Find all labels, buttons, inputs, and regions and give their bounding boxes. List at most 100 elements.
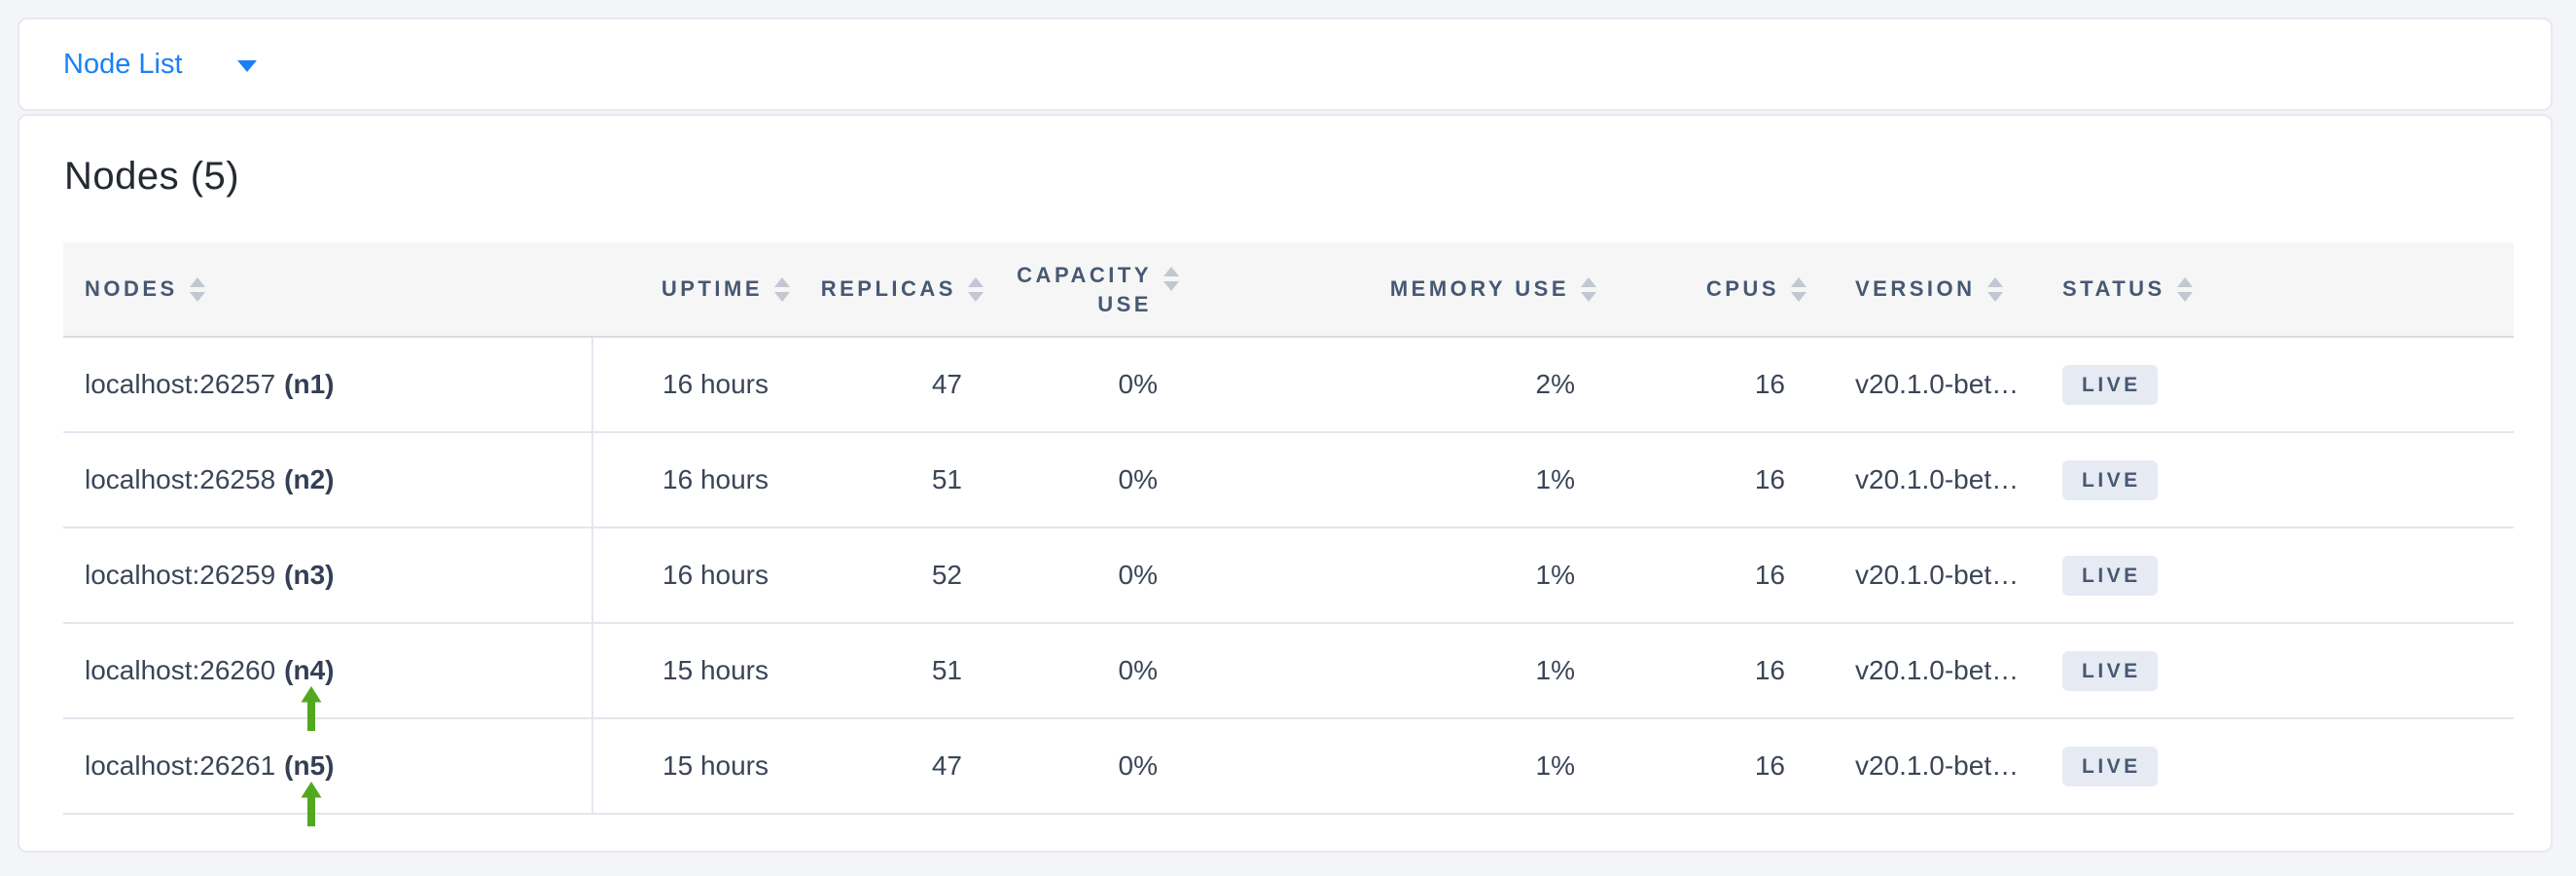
status-badge: LIVE (2062, 459, 2158, 500)
cell-uptime: 16 hours (662, 464, 769, 494)
node-list-dropdown-label: Node List (63, 48, 183, 80)
column-header-label: REPLICAS (820, 276, 956, 301)
status-badge: LIVE (2062, 555, 2158, 596)
status-badge: LIVE (2062, 364, 2158, 405)
column-header-label: NODES (85, 276, 178, 301)
cell-capacity-use: 0% (1118, 560, 1158, 590)
sort-desc-triangle (189, 291, 205, 302)
cell-memory-use: 1% (1535, 750, 1575, 781)
sort-desc-triangle (968, 291, 984, 302)
cell-status: LIVE (2040, 338, 2514, 431)
node-address: localhost:26257 (85, 369, 276, 399)
column-header-label: MEMORY USE (1389, 276, 1569, 301)
cell-cpus: 16 (1754, 560, 1785, 590)
cell-memory-use: 1% (1535, 560, 1575, 590)
column-header-cpus[interactable]: CPUS (1619, 242, 1829, 336)
cell-node-address: localhost:26261 (n5) (63, 719, 591, 826)
sort-desc-triangle (1791, 291, 1807, 302)
table-row: localhost:26261 (n5) 15 hours 47 0% 1% 16 v20.1… (63, 719, 2514, 826)
sort-desc-triangle (1163, 281, 1179, 291)
column-header-label: CAPACITY USE (1017, 263, 1152, 316)
column-header-memory_use[interactable]: MEMORY USE (1201, 242, 1619, 336)
sort-icon (1986, 276, 2003, 302)
column-header-nodes[interactable]: NODES (63, 242, 591, 336)
sort-icon (774, 276, 790, 302)
column-header-label: VERSION (1855, 276, 1976, 301)
node-id: (n4) (284, 655, 335, 685)
cell-node-address: localhost:26260 (n4) (63, 624, 591, 731)
cell-uptime: 16 hours (662, 369, 769, 399)
cell-cpus: 16 (1754, 464, 1785, 494)
table-row: localhost:26259 (n3) 16 hours 52 0% 1% 16 v20.1… (63, 529, 2514, 624)
cell-version: v20.1.0-bet… (1855, 464, 2020, 494)
sort-icon (1791, 276, 1807, 302)
column-header-version[interactable]: VERSION (1829, 242, 2040, 336)
sort-icon (1581, 276, 1596, 302)
sort-asc-triangle (1986, 276, 2003, 287)
cell-memory-use: 1% (1535, 464, 1575, 494)
node-address: localhost:26260 (85, 655, 276, 685)
table-body: localhost:26257 (n1) 16 hours 47 0% 2% 16 v20.1… (63, 338, 2514, 826)
sort-icon (968, 276, 984, 302)
column-header-label: STATUS (2062, 276, 2165, 301)
column-header-capacity_use[interactable]: CAPACITY USE (1006, 242, 1201, 336)
table-row: localhost:26260 (n4) 15 hours 51 0% 1% 16 v20.1… (63, 624, 2514, 731)
cell-replicas: 47 (931, 369, 962, 399)
view-selector-bar: Node List (18, 18, 2553, 111)
sort-desc-triangle (2176, 291, 2193, 302)
cell-uptime: 15 hours (662, 655, 769, 685)
sort-asc-triangle (1163, 267, 1179, 276)
cell-version: v20.1.0-bet… (1855, 560, 2020, 590)
sort-asc-triangle (1791, 276, 1807, 287)
column-header-uptime[interactable]: UPTIME (591, 242, 812, 336)
cell-cpus: 16 (1754, 369, 1785, 399)
cell-node-address: localhost:26257 (n1) (63, 338, 591, 431)
cell-cpus: 16 (1754, 750, 1785, 781)
column-header-replicas[interactable]: REPLICAS (812, 242, 1006, 336)
cell-replicas: 51 (931, 464, 962, 494)
sort-desc-triangle (1986, 291, 2003, 302)
nodes-card: Nodes (5) NODES UPTIME REPLICAS CAPACITY US… (18, 114, 2553, 853)
sort-icon (189, 276, 205, 302)
node-list-dropdown[interactable]: Node List (63, 48, 257, 80)
cell-memory-use: 2% (1535, 369, 1575, 399)
cell-status: LIVE (2040, 719, 2514, 813)
cell-replicas: 51 (931, 655, 962, 685)
sort-asc-triangle (2176, 276, 2193, 287)
sort-desc-triangle (774, 291, 790, 302)
cell-replicas: 47 (931, 750, 962, 781)
chevron-down-icon (236, 60, 257, 72)
cell-capacity-use: 0% (1118, 464, 1158, 494)
sort-icon (2176, 276, 2193, 302)
column-header-status[interactable]: STATUS (2040, 242, 2514, 336)
status-badge: LIVE (2062, 650, 2158, 691)
cell-version: v20.1.0-bet… (1855, 369, 2020, 399)
cell-status: LIVE (2040, 624, 2514, 717)
column-header-label: UPTIME (661, 276, 763, 301)
sort-asc-triangle (968, 276, 984, 287)
node-id: (n5) (284, 750, 335, 781)
table-header-row: NODES UPTIME REPLICAS CAPACITY USE MEMORY US… (63, 242, 2514, 338)
cell-status: LIVE (2040, 529, 2514, 622)
node-address: localhost:26258 (85, 464, 276, 494)
cell-status: LIVE (2040, 433, 2514, 527)
sort-asc-triangle (1581, 276, 1596, 287)
sort-icon (1163, 267, 1179, 291)
cell-uptime: 15 hours (662, 750, 769, 781)
status-badge: LIVE (2062, 746, 2158, 786)
column-header-label: CPUS (1705, 276, 1779, 301)
cell-memory-use: 1% (1535, 655, 1575, 685)
cell-node-address: localhost:26258 (n2) (63, 433, 591, 527)
nodes-table: NODES UPTIME REPLICAS CAPACITY USE MEMORY US… (63, 242, 2514, 826)
node-id: (n2) (284, 464, 335, 494)
cell-capacity-use: 0% (1118, 655, 1158, 685)
sort-asc-triangle (774, 276, 790, 287)
node-id: (n1) (284, 369, 335, 399)
sort-asc-triangle (189, 276, 205, 287)
cell-replicas: 52 (931, 560, 962, 590)
sort-desc-triangle (1581, 291, 1596, 302)
page-title: Nodes (5) (64, 155, 240, 198)
cell-cpus: 16 (1754, 655, 1785, 685)
table-row: localhost:26258 (n2) 16 hours 51 0% 1% 16 v20.1… (63, 433, 2514, 529)
